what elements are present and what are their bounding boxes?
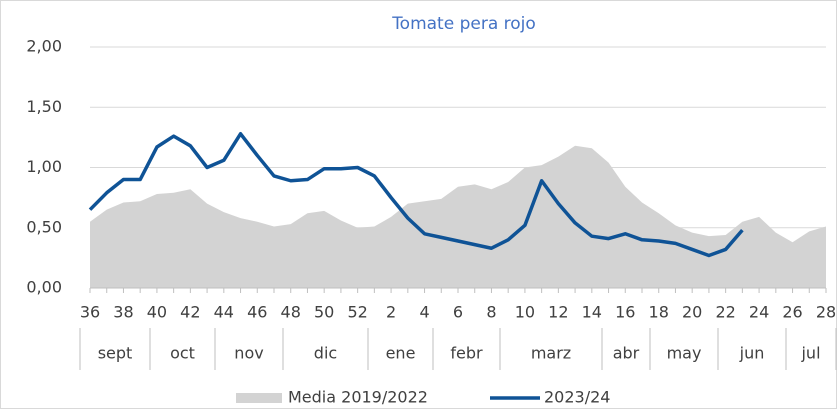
month-label: oct — [170, 344, 195, 363]
month-label: ene — [386, 344, 416, 363]
month-label: jun — [739, 344, 765, 363]
x-tick-label: 42 — [180, 303, 200, 322]
legend-label: Media 2019/2022 — [288, 388, 428, 407]
x-tick-label: 26 — [782, 303, 802, 322]
x-tick-label: 48 — [281, 303, 301, 322]
x-tick-label: 10 — [515, 303, 535, 322]
legend-label: 2023/24 — [544, 388, 610, 407]
month-label: may — [667, 344, 702, 363]
x-tick-label: 24 — [749, 303, 769, 322]
x-tick-label: 8 — [486, 303, 496, 322]
x-tick-label: 44 — [214, 303, 234, 322]
y-tick-label: 2,00 — [26, 37, 62, 56]
x-tick-label: 50 — [314, 303, 334, 322]
y-tick-label: 1,00 — [26, 157, 62, 176]
x-tick-label: 18 — [649, 303, 669, 322]
x-tick-label: 22 — [715, 303, 735, 322]
x-tick-label: 14 — [582, 303, 602, 322]
area — [90, 145, 826, 288]
month-label: jul — [800, 344, 820, 363]
x-tick-label: 12 — [548, 303, 568, 322]
month-label: febr — [450, 344, 483, 363]
x-tick-label: 38 — [113, 303, 133, 322]
month-label: sept — [98, 344, 133, 363]
month-label: nov — [234, 344, 263, 363]
chart-title: Tomate pera rojo — [391, 14, 536, 34]
x-tick-label: 16 — [615, 303, 635, 322]
x-tick-label: 46 — [247, 303, 267, 322]
x-tick-label: 2 — [386, 303, 396, 322]
x-tick-label: 20 — [682, 303, 702, 322]
month-label: dic — [314, 344, 337, 363]
month-label: marz — [531, 344, 571, 363]
x-tick-label: 4 — [419, 303, 429, 322]
y-tick-label: 0,00 — [26, 278, 62, 297]
x-tick-label: 52 — [347, 303, 367, 322]
x-tick-label: 28 — [816, 303, 836, 322]
y-tick-label: 1,50 — [26, 97, 62, 116]
month-label: abr — [613, 344, 640, 363]
x-tick-label: 6 — [453, 303, 463, 322]
x-tick-label: 36 — [80, 303, 100, 322]
x-tick-label: 40 — [147, 303, 167, 322]
legend-swatch — [236, 393, 282, 403]
line — [88, 132, 744, 258]
y-tick-label: 0,50 — [26, 217, 62, 236]
